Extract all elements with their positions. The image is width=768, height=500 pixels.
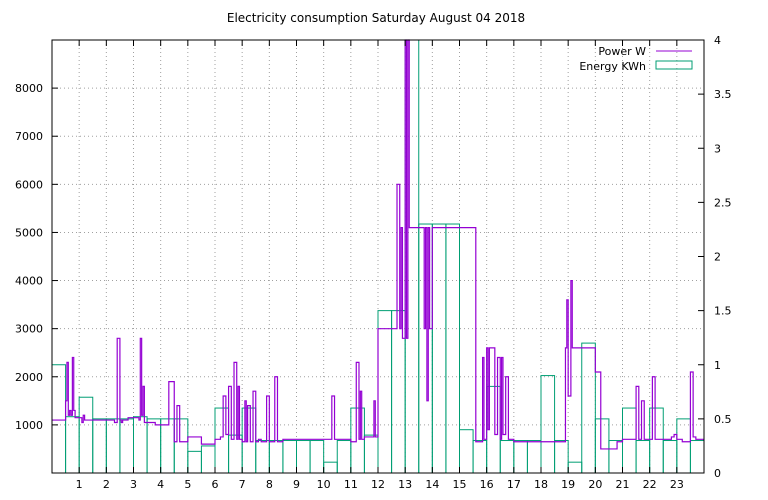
energy-bar — [622, 407, 637, 474]
energy-bar — [363, 434, 379, 474]
energy-bar — [92, 418, 107, 474]
x-tick-label: 14 — [425, 478, 439, 491]
energy-bar — [554, 440, 569, 474]
y-right-tick-label: 3 — [714, 142, 721, 155]
energy-bar — [51, 364, 67, 474]
energy-bar — [567, 461, 583, 474]
x-tick-label: 2 — [103, 478, 110, 491]
x-tick-label: 12 — [371, 478, 385, 491]
y-left-tick-label: 5000 — [15, 226, 43, 239]
energy-bar — [105, 418, 121, 474]
energy-bar — [662, 440, 678, 474]
energy-bar — [160, 418, 175, 474]
x-tick-label: 7 — [239, 478, 246, 491]
x-tick-label: 5 — [184, 478, 191, 491]
y-left-tick-label: 3000 — [15, 323, 43, 336]
y-left-tick-label: 4000 — [15, 275, 43, 288]
energy-bar — [676, 418, 691, 474]
axes: 1 2 3 4 5 6 7 8 9 10 11 12 13 14 15 16 17 18 19 20 21 22 23100… — [15, 34, 732, 491]
y-left-tick-label: 8000 — [15, 82, 43, 95]
energy-bar — [594, 418, 610, 474]
energy-bar — [228, 434, 243, 474]
energy-bar — [173, 418, 189, 474]
x-tick-label: 6 — [212, 478, 219, 491]
energy-bar — [431, 223, 447, 474]
energy-bar — [146, 418, 162, 474]
energy-bar — [268, 440, 284, 474]
energy-bar — [499, 440, 515, 474]
energy-bar — [689, 440, 705, 474]
energy-bar — [445, 223, 460, 474]
power-series — [52, 39, 704, 450]
y-left-tick-label: 6000 — [15, 178, 43, 191]
energy-bar — [526, 440, 542, 474]
y-right-tick-label: 4 — [714, 34, 721, 47]
x-tick-label: 22 — [643, 478, 657, 491]
x-tick-label: 11 — [344, 478, 358, 491]
y-right-tick-label: 1.5 — [714, 305, 732, 318]
energy-bar — [649, 407, 664, 474]
energy-bar — [391, 310, 406, 474]
y-right-tick-label: 0.5 — [714, 413, 732, 426]
plot-frame — [51, 39, 705, 474]
x-tick-label: 9 — [293, 478, 300, 491]
y-left-tick-label: 7000 — [15, 130, 43, 143]
x-tick-label: 4 — [157, 478, 164, 491]
energy-bar — [377, 310, 393, 474]
energy-bar — [323, 461, 338, 474]
x-tick-label: 23 — [670, 478, 684, 491]
energy-bar — [78, 396, 94, 474]
energy-bar — [282, 440, 297, 474]
energy-bar — [608, 440, 624, 474]
energy-bar — [350, 407, 365, 474]
y-right-tick-label: 2 — [714, 251, 721, 264]
energy-bar — [255, 440, 270, 474]
energy-bar — [635, 440, 651, 474]
x-tick-label: 16 — [480, 478, 494, 491]
x-tick-label: 21 — [616, 478, 630, 491]
energy-bar — [309, 440, 325, 474]
x-tick-label: 13 — [398, 478, 412, 491]
energy-bar — [581, 342, 596, 474]
energy-bar — [200, 445, 216, 474]
energy-bar — [459, 429, 474, 474]
y-right-tick-label: 0 — [714, 467, 721, 480]
y-right-tick-label: 3.5 — [714, 88, 732, 101]
y-left-tick-label: 2000 — [15, 371, 43, 384]
x-tick-label: 15 — [453, 478, 467, 491]
legend: Power W Energy KWh — [579, 45, 693, 73]
x-tick-label: 1 — [76, 478, 83, 491]
energy-bar — [296, 440, 311, 474]
legend-swatch-energy — [655, 60, 693, 70]
x-tick-label: 3 — [130, 478, 137, 491]
y-right-tick-label: 2.5 — [714, 196, 732, 209]
energy-bar — [540, 375, 556, 474]
chart-title: Electricity consumption Saturday August … — [227, 11, 525, 25]
energy-bar — [472, 440, 488, 474]
y-right-tick-label: 1 — [714, 359, 721, 372]
energy-bar — [513, 440, 528, 474]
energy-bar — [241, 407, 257, 474]
energy-bar — [214, 407, 230, 474]
x-tick-label: 10 — [317, 478, 331, 491]
x-tick-label: 17 — [507, 478, 521, 491]
energy-bar — [119, 418, 134, 474]
x-tick-label: 8 — [266, 478, 273, 491]
x-tick-label: 18 — [534, 478, 548, 491]
energy-bar — [336, 440, 352, 474]
x-tick-label: 19 — [561, 478, 575, 491]
y-left-tick-label: 1000 — [15, 419, 43, 432]
x-tick-label: 20 — [588, 478, 602, 491]
legend-label-power: Power W — [598, 45, 646, 58]
legend-label-energy: Energy KWh — [579, 60, 646, 73]
energy-bar — [404, 39, 420, 474]
power-line — [52, 39, 704, 450]
energy-bar — [187, 450, 202, 474]
